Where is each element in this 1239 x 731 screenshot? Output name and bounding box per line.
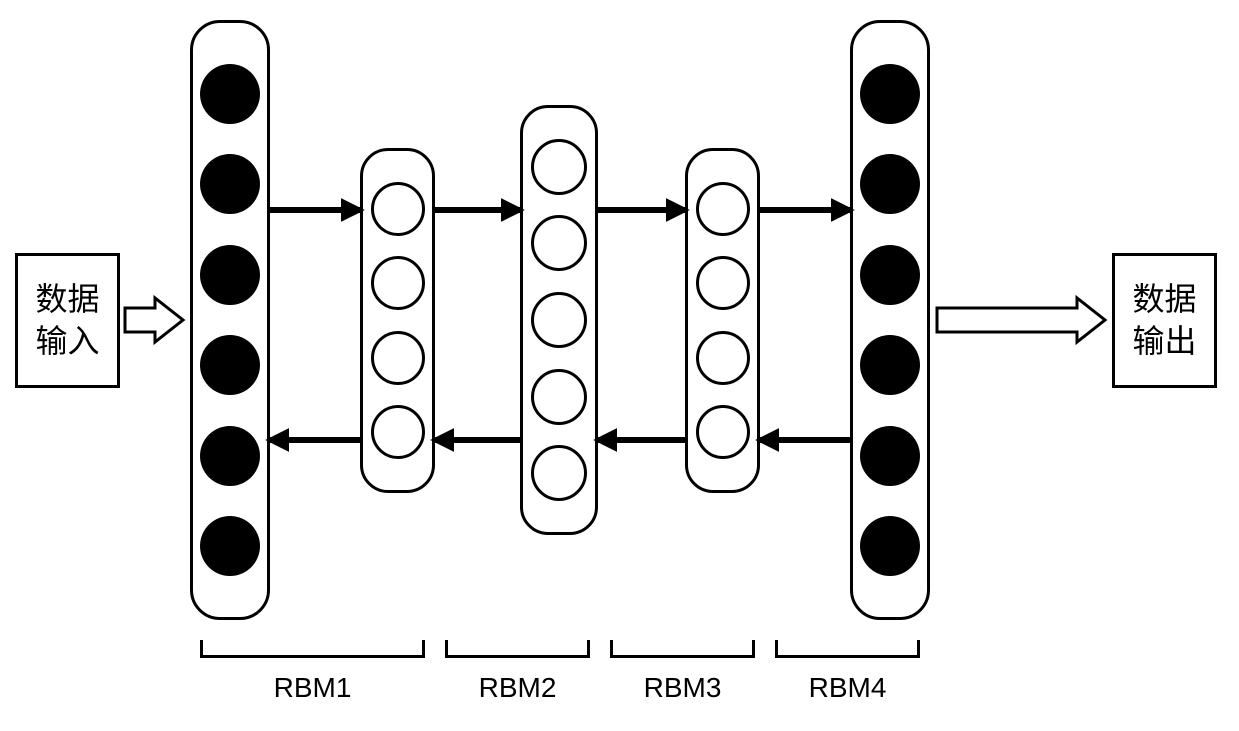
rbm-label: RBM3 [623, 672, 743, 704]
rbm-brace [610, 640, 755, 658]
rbm-brace [445, 640, 590, 658]
block-arrow-out-arrow [937, 298, 1105, 342]
layer-L4 [685, 148, 760, 493]
arrows-overlay [0, 0, 1239, 731]
neuron-node [371, 331, 425, 385]
diagram-canvas: 数据 输入 数据 输出 RBM1 RBM2 RBM3 RBM4 [0, 0, 1239, 731]
neuron-node [531, 369, 587, 425]
data-output-box: 数据 输出 [1112, 253, 1217, 388]
neuron-node [860, 245, 920, 305]
data-input-label-line2: 输入 [35, 321, 99, 363]
neuron-node [696, 182, 750, 236]
neuron-node [200, 245, 260, 305]
neuron-node [531, 215, 587, 271]
rbm-label: RBM1 [253, 672, 373, 704]
neuron-node [200, 154, 260, 214]
neuron-node [200, 335, 260, 395]
data-input-label-line1: 数据 [35, 279, 99, 321]
layer-L1 [190, 20, 270, 620]
layer-L2 [360, 148, 435, 493]
data-output-label-line2: 输出 [1132, 321, 1196, 363]
block-arrow-in-arrow [125, 298, 183, 342]
neuron-node [860, 154, 920, 214]
neuron-node [860, 335, 920, 395]
neuron-node [531, 139, 587, 195]
neuron-node [860, 516, 920, 576]
neuron-node [371, 182, 425, 236]
neuron-node [371, 256, 425, 310]
data-input-box: 数据 输入 [15, 253, 120, 388]
rbm-brace [200, 640, 425, 658]
neuron-node [371, 405, 425, 459]
layer-L5 [850, 20, 930, 620]
neuron-node [696, 256, 750, 310]
neuron-node [200, 64, 260, 124]
neuron-node [200, 516, 260, 576]
neuron-node [531, 292, 587, 348]
rbm-brace [775, 640, 920, 658]
neuron-node [696, 405, 750, 459]
neuron-node [860, 64, 920, 124]
rbm-label: RBM4 [788, 672, 908, 704]
neuron-node [200, 426, 260, 486]
data-output-label-line1: 数据 [1132, 279, 1196, 321]
neuron-node [860, 426, 920, 486]
rbm-label: RBM2 [458, 672, 578, 704]
neuron-node [531, 445, 587, 501]
layer-L3 [520, 105, 598, 535]
neuron-node [696, 331, 750, 385]
